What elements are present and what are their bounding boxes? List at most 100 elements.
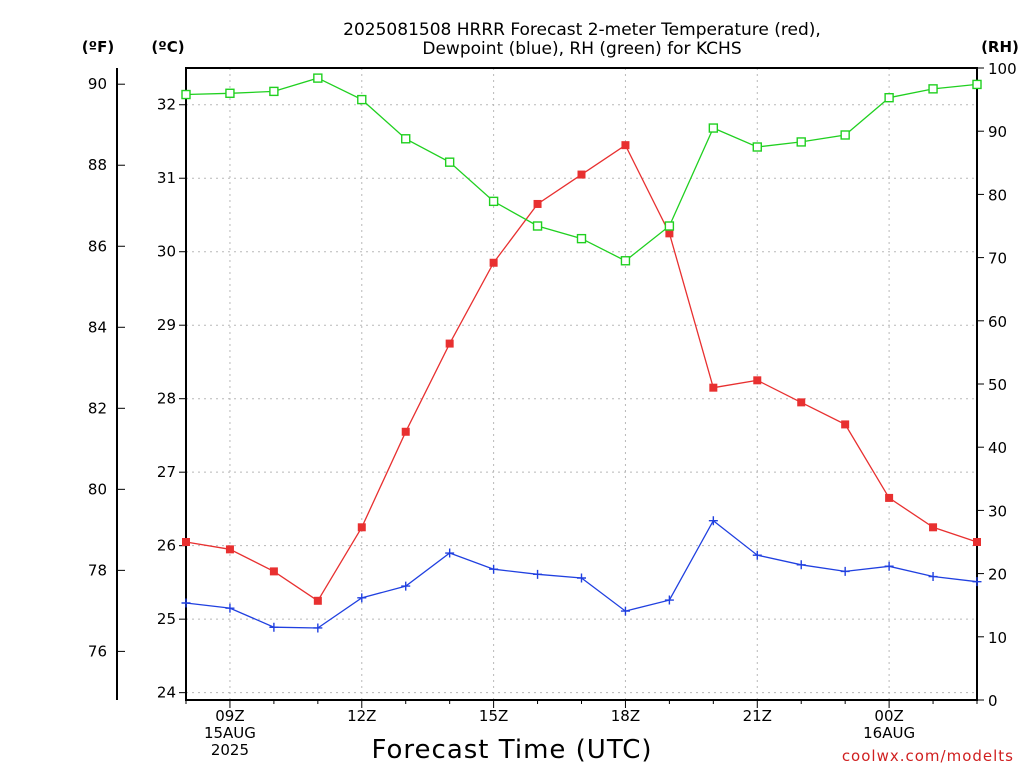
temperature-point xyxy=(401,427,410,436)
series-layer xyxy=(181,73,982,633)
rh-tick-label: 40 xyxy=(988,439,1007,457)
temperature-point xyxy=(753,376,762,385)
temperature-point xyxy=(929,523,938,532)
celsius-tick-label: 29 xyxy=(157,316,176,334)
temperature-point xyxy=(665,229,674,238)
rh-tick-label: 80 xyxy=(988,186,1007,204)
tick-labels: 76 78 80 82 84 86 88 90 24 25 26 27 28 29 30 31 32 0 10 20 3… xyxy=(88,60,1017,759)
temperature-point xyxy=(225,545,234,554)
rh-point xyxy=(269,86,279,97)
temperature-point xyxy=(973,538,981,546)
celsius-tick-label: 26 xyxy=(157,537,176,555)
celsius-tick-label: 31 xyxy=(157,169,176,187)
x-tick-label: 09Z xyxy=(215,707,244,725)
temperature-point xyxy=(533,199,542,208)
dewpoint-point xyxy=(884,561,894,571)
celsius-tick-label: 24 xyxy=(157,684,176,702)
celsius-tick-label: 32 xyxy=(157,96,176,114)
celsius-tick-label: 25 xyxy=(157,610,176,628)
fahrenheit-tick-label: 90 xyxy=(88,75,107,93)
dewpoint-point xyxy=(533,569,543,579)
dewpoint-point xyxy=(840,566,850,576)
temperature-point xyxy=(357,523,366,532)
x-tick-label: 00Z xyxy=(874,707,903,725)
grid xyxy=(186,68,977,700)
x-tick-label: 21Z xyxy=(743,707,772,725)
temperature-point xyxy=(797,398,806,407)
celsius-tick-label: 30 xyxy=(157,243,176,261)
rh-line xyxy=(185,77,978,262)
fahrenheit-unit-label: (ºF) xyxy=(82,38,114,56)
x-tick-label: 15AUG xyxy=(204,724,256,742)
temperature-point xyxy=(577,170,586,179)
dewpoint-point xyxy=(401,581,411,591)
rh-tick-label: 100 xyxy=(988,60,1017,78)
x-tick-label: 15Z xyxy=(479,707,508,725)
chart-title-line-1: 2025081508 HRRR Forecast 2-meter Tempera… xyxy=(343,20,821,40)
rh-point xyxy=(884,93,894,103)
rh-point xyxy=(401,134,411,144)
rh-point xyxy=(796,137,806,147)
fahrenheit-tick-label: 76 xyxy=(88,642,107,660)
rh-point xyxy=(488,196,499,207)
chart-title-line-2: Dewpoint (blue), RH (green) for KCHS xyxy=(422,39,741,59)
rh-point xyxy=(928,84,938,94)
rh-point xyxy=(225,88,235,98)
fahrenheit-tick-label: 82 xyxy=(88,399,107,417)
temperature-point xyxy=(885,493,894,502)
dewpoint-point xyxy=(972,577,982,587)
dewpoint-point xyxy=(796,560,806,570)
rh-tick-label: 60 xyxy=(988,313,1007,331)
celsius-tick-label: 28 xyxy=(157,390,176,408)
x-tick-label: 18Z xyxy=(611,707,640,725)
fahrenheit-tick-label: 80 xyxy=(88,480,107,498)
rh-tick-label: 0 xyxy=(988,692,998,710)
rh-point xyxy=(532,221,543,231)
temperature-point xyxy=(841,420,850,429)
rh-tick-label: 30 xyxy=(988,502,1007,520)
rh-point xyxy=(313,73,323,83)
rh-point xyxy=(752,142,762,152)
temperature-point xyxy=(621,141,630,150)
dewpoint-point xyxy=(664,595,674,605)
rh-point xyxy=(708,123,719,133)
rh-tick-label: 50 xyxy=(988,376,1007,394)
axes xyxy=(116,67,984,708)
dewpoint-point xyxy=(445,548,455,558)
rh-point xyxy=(444,157,455,167)
temperature-point xyxy=(182,538,190,546)
rh-tick-label: 20 xyxy=(988,566,1007,584)
rh-point xyxy=(576,233,587,244)
dewpoint-point xyxy=(620,606,630,616)
rh-tick-label: 10 xyxy=(988,629,1007,647)
x-tick-label: 2025 xyxy=(211,741,249,759)
x-axis-label: Forecast Time (UTC) xyxy=(371,735,652,765)
dewpoint-point xyxy=(269,622,279,632)
fahrenheit-tick-label: 88 xyxy=(88,156,107,174)
dewpoint-point xyxy=(225,603,235,613)
fahrenheit-tick-label: 84 xyxy=(88,318,107,336)
dewpoint-point xyxy=(357,593,367,603)
plot-frame xyxy=(185,67,978,701)
dewpoint-point xyxy=(313,623,323,633)
rh-point xyxy=(840,130,850,140)
fahrenheit-tick-label: 86 xyxy=(88,237,107,255)
temperature-point xyxy=(445,339,454,348)
temperature-point xyxy=(709,383,718,392)
dewpoint-point xyxy=(181,598,191,608)
dewpoint-point xyxy=(489,564,499,574)
rh-point xyxy=(664,221,675,231)
temperature-line xyxy=(185,144,978,602)
rh-point xyxy=(357,94,367,105)
rh-point xyxy=(620,256,631,266)
rh-tick-label: 70 xyxy=(988,250,1007,268)
dewpoint-point xyxy=(708,516,718,526)
chart-title: 2025081508 HRRR Forecast 2-meter Tempera… xyxy=(343,20,821,59)
fahrenheit-tick-label: 78 xyxy=(88,561,107,579)
celsius-tick-label: 27 xyxy=(157,463,176,481)
celsius-unit-label: (ºC) xyxy=(151,38,184,56)
temperature-point xyxy=(269,567,278,576)
dewpoint-point xyxy=(577,573,586,583)
dewpoint-point xyxy=(928,572,938,582)
